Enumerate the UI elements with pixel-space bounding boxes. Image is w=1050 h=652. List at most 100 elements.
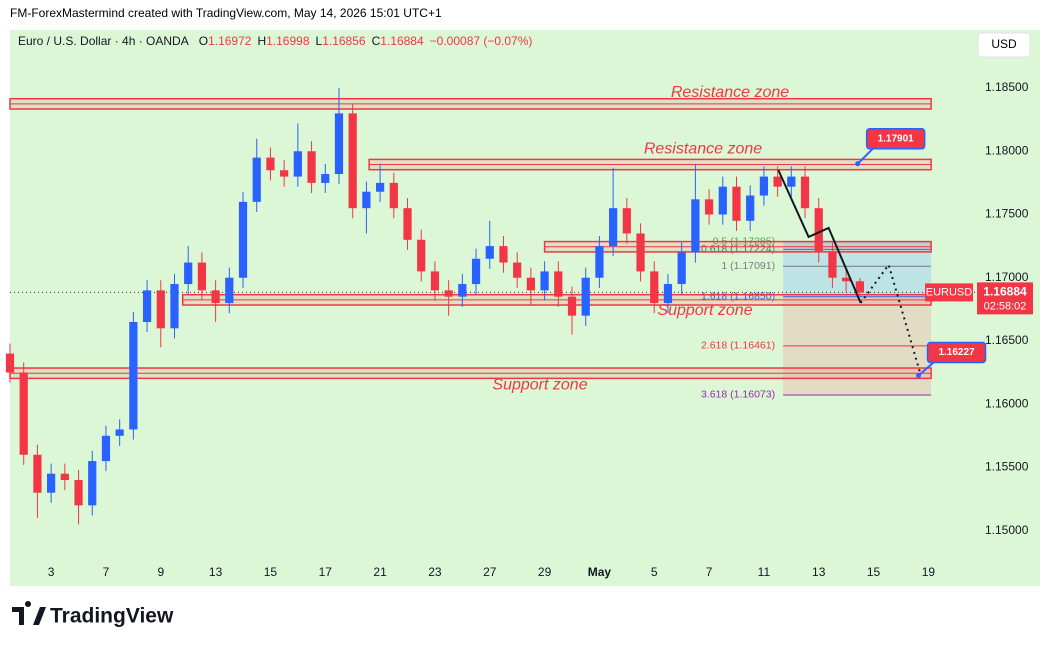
candle-body bbox=[759, 176, 769, 196]
symbol-tag-label: EURUSD bbox=[926, 286, 973, 298]
candle-body bbox=[252, 157, 261, 202]
ohlc-value: 1.16972 bbox=[208, 34, 252, 48]
candle-body bbox=[211, 290, 220, 304]
candle-body bbox=[238, 201, 248, 278]
candle-body bbox=[718, 186, 727, 215]
x-tick-label: 27 bbox=[483, 565, 497, 579]
candle-body bbox=[485, 246, 494, 259]
candle-body bbox=[526, 277, 535, 291]
credit: FM-ForexMastermind created with TradingV… bbox=[10, 6, 442, 20]
candle-body bbox=[266, 157, 275, 171]
x-tick-label: 7 bbox=[103, 565, 110, 579]
candle-body bbox=[567, 296, 577, 316]
ohlc-value: 1.16884 bbox=[380, 34, 424, 48]
candle-body bbox=[746, 195, 755, 221]
candle-body bbox=[540, 271, 549, 291]
currency-label[interactable]: USD bbox=[991, 37, 1017, 51]
symbol-header: Euro / U.S. Dollar · 4h · OANDA O1.16972 H… bbox=[18, 34, 532, 48]
ohlc-value: 1.16856 bbox=[322, 34, 366, 48]
countdown: 02:58:02 bbox=[984, 300, 1027, 312]
callout-label: 1.17901 bbox=[878, 133, 915, 144]
y-tick-label: 1.17500 bbox=[985, 207, 1029, 221]
candle-body bbox=[855, 281, 864, 293]
x-tick-label: 29 bbox=[538, 565, 552, 579]
candle-body bbox=[321, 174, 330, 183]
candle-body bbox=[362, 191, 371, 209]
candle-body bbox=[293, 151, 302, 177]
candle-body bbox=[60, 473, 69, 481]
candle-body bbox=[307, 151, 316, 183]
candle-body bbox=[184, 262, 193, 285]
ohlc-label: C bbox=[372, 34, 381, 48]
brand-name: TradingView bbox=[50, 605, 174, 628]
y-tick-label: 1.18000 bbox=[985, 143, 1029, 157]
candle-body bbox=[19, 372, 28, 455]
candle-body bbox=[417, 239, 426, 272]
candle-body bbox=[33, 454, 42, 493]
fib-label: 2.618 (1.16461) bbox=[701, 340, 775, 352]
candle-body bbox=[650, 271, 659, 304]
candle-body bbox=[677, 252, 686, 285]
candle-body bbox=[773, 176, 782, 187]
candle-body bbox=[499, 246, 508, 263]
callout-leader bbox=[856, 148, 874, 165]
candle-body bbox=[444, 290, 453, 297]
candle-body bbox=[636, 233, 645, 272]
y-tick-label: 1.18500 bbox=[985, 80, 1029, 94]
candle-body bbox=[458, 284, 467, 297]
candle-body bbox=[280, 170, 289, 177]
candle-body bbox=[47, 473, 56, 493]
candle-body bbox=[663, 284, 673, 304]
candle-body bbox=[609, 208, 618, 247]
x-tick-label: 15 bbox=[264, 565, 278, 579]
callout-box bbox=[865, 128, 926, 150]
ohlc-value: 1.16998 bbox=[266, 34, 310, 48]
x-tick-label: 21 bbox=[373, 565, 387, 579]
x-tick-label: 7 bbox=[706, 565, 713, 579]
symbol-title: Euro / U.S. Dollar · 4h · OANDA bbox=[18, 34, 189, 48]
callout-label: 1.16227 bbox=[938, 347, 975, 358]
callout-box bbox=[926, 341, 987, 364]
candle-body bbox=[375, 182, 385, 192]
x-tick-label: 3 bbox=[48, 565, 55, 579]
candle-body bbox=[115, 429, 124, 436]
symbol-tag bbox=[925, 283, 973, 302]
candle-body bbox=[389, 182, 398, 209]
candle-body bbox=[170, 284, 179, 329]
y-tick-label: 1.16500 bbox=[985, 333, 1029, 347]
zone-label: Resistance zone bbox=[644, 141, 762, 158]
ohlc-label: L bbox=[316, 34, 323, 48]
y-tick-label: 1.15500 bbox=[985, 460, 1029, 474]
zone-label: Support zone bbox=[657, 302, 752, 319]
candle-body bbox=[704, 199, 714, 215]
zone-label: Resistance zone bbox=[671, 84, 789, 101]
currency-button[interactable] bbox=[977, 32, 1031, 58]
candle-body bbox=[732, 186, 741, 221]
candle-body bbox=[348, 113, 357, 209]
candle-body bbox=[156, 290, 165, 329]
price-tag bbox=[977, 282, 1033, 315]
candle-body bbox=[828, 252, 837, 278]
candle-body bbox=[513, 262, 522, 278]
y-tick-label: 1.15000 bbox=[985, 523, 1029, 537]
x-tick-label: 19 bbox=[922, 565, 936, 579]
x-tick-label: 5 bbox=[651, 565, 658, 579]
x-tick-label: 11 bbox=[758, 565, 771, 579]
candle-body bbox=[471, 258, 481, 285]
candle-body bbox=[334, 113, 344, 175]
x-tick-label: 13 bbox=[209, 565, 223, 579]
x-tick-label: 15 bbox=[867, 565, 881, 579]
y-tick-label: 1.16000 bbox=[985, 396, 1029, 410]
candle-body bbox=[787, 176, 796, 187]
candle-body bbox=[814, 208, 823, 253]
ohlc-label: H bbox=[257, 34, 266, 48]
projection-solid bbox=[777, 169, 862, 304]
candle-body bbox=[691, 199, 700, 253]
zone-label: Support zone bbox=[492, 376, 587, 393]
x-tick-label: May bbox=[588, 565, 612, 579]
candle-body bbox=[800, 176, 810, 209]
candle-body bbox=[430, 271, 440, 291]
candle-body bbox=[842, 277, 851, 282]
